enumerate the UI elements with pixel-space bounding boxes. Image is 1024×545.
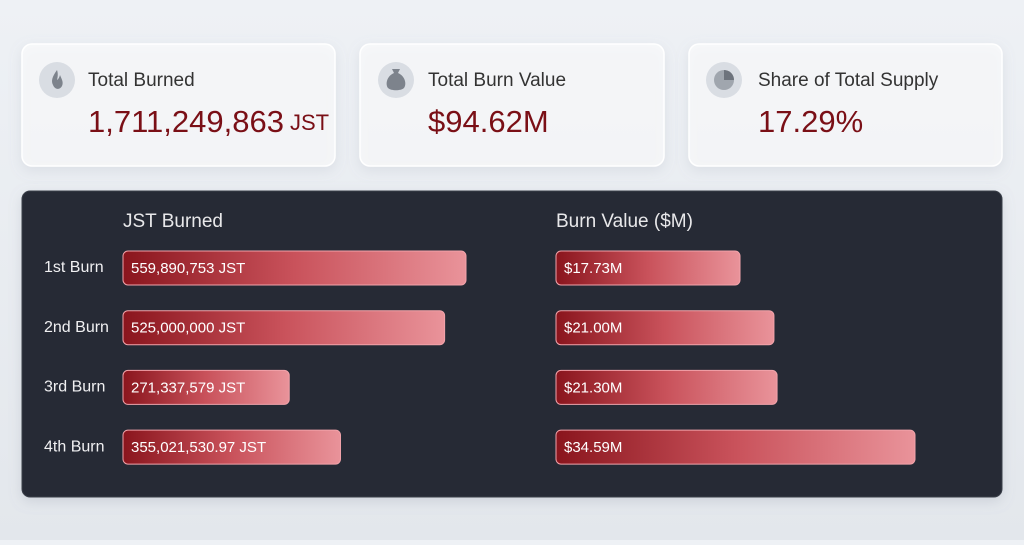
bar-label: $21.30M xyxy=(564,379,622,396)
unit: JST xyxy=(290,110,329,135)
charts: JST Burned 1st Burn 2nd Burn 3rd Burn 4th Bu… xyxy=(44,211,916,465)
pie-slice xyxy=(724,70,734,80)
category-label: 1st Burn xyxy=(44,259,104,276)
bag xyxy=(386,69,406,91)
card-value: 1,711,249,863 JST xyxy=(88,104,329,139)
bar-label: $21.00M xyxy=(564,320,622,337)
value: 1,711,249,863 xyxy=(88,104,284,139)
card-bg xyxy=(688,43,1003,167)
bar-label: $17.73M xyxy=(564,260,622,277)
card-label: Total Burned xyxy=(88,70,195,91)
bar xyxy=(122,310,446,346)
bar xyxy=(122,250,467,286)
bar xyxy=(122,369,290,405)
card-label: Share of Total Supply xyxy=(758,70,939,91)
flame xyxy=(52,70,63,89)
chart-title: JST Burned xyxy=(123,211,223,232)
bar-label: $34.59M xyxy=(564,439,622,456)
bar-label: 271,337,579 JST xyxy=(131,379,245,396)
bar-label: 559,890,753 JST xyxy=(131,260,245,277)
chart-title: Burn Value ($M) xyxy=(556,211,693,232)
category-label: 4th Burn xyxy=(44,438,104,455)
category-label: 3rd Burn xyxy=(44,379,105,396)
category-label: 2nd Burn xyxy=(44,319,109,336)
bar xyxy=(555,310,775,346)
card-bg xyxy=(359,43,665,167)
bar xyxy=(555,250,741,286)
bar xyxy=(555,369,778,405)
card-value: 17.29% xyxy=(758,104,863,139)
card-value: $94.62M xyxy=(428,104,549,139)
bar-label: 355,021,530.97 JST xyxy=(131,439,266,456)
card: Total Burn Value $94.62M xyxy=(359,43,665,167)
card-bg xyxy=(21,43,336,167)
card: Share of Total Supply 17.29% xyxy=(688,43,1003,167)
card-label: Total Burn Value xyxy=(428,70,566,91)
bar xyxy=(555,429,916,465)
card: Total Burned 1,711,249,863 JST xyxy=(21,43,336,167)
bar xyxy=(122,429,341,465)
bar-label: 525,000,000 JST xyxy=(131,320,245,337)
